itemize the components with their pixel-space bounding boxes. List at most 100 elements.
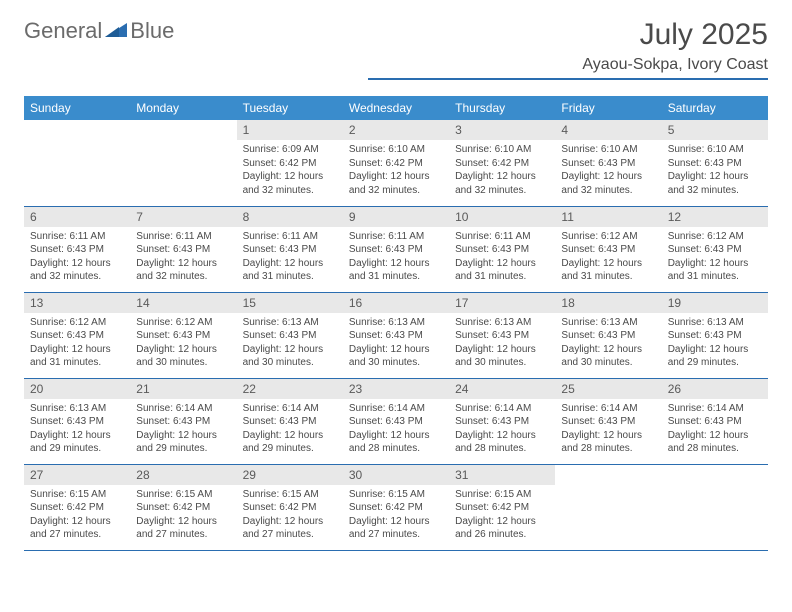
calendar-day: 21Sunrise: 6:14 AMSunset: 6:43 PMDayligh…	[130, 378, 236, 464]
day-body: Sunrise: 6:13 AMSunset: 6:43 PMDaylight:…	[24, 399, 130, 462]
calendar-day: 4Sunrise: 6:10 AMSunset: 6:43 PMDaylight…	[555, 120, 661, 206]
day-number: 19	[662, 293, 768, 313]
day-ss: Sunset: 6:43 PM	[668, 329, 762, 343]
day-header: Wednesday	[343, 96, 449, 120]
day-sr: Sunrise: 6:11 AM	[30, 230, 124, 244]
day-dl: Daylight: 12 hours and 27 minutes.	[30, 515, 124, 542]
day-body: Sunrise: 6:11 AMSunset: 6:43 PMDaylight:…	[130, 227, 236, 290]
calendar-day	[24, 120, 130, 206]
day-ss: Sunset: 6:42 PM	[30, 501, 124, 515]
day-number: 13	[24, 293, 130, 313]
day-body: Sunrise: 6:13 AMSunset: 6:43 PMDaylight:…	[662, 313, 768, 376]
day-header: Tuesday	[237, 96, 343, 120]
day-ss: Sunset: 6:43 PM	[349, 329, 443, 343]
day-dl: Daylight: 12 hours and 28 minutes.	[561, 429, 655, 456]
calendar-day	[662, 464, 768, 550]
calendar-day: 24 Sunrise: 6:14 AMSunset: 6:43 PMDayligh…	[449, 378, 555, 464]
calendar-week: 1Sunrise: 6:09 AMSunset: 6:42 PMDaylight…	[24, 120, 768, 206]
day-sr: Sunrise: 6:14 AM	[455, 402, 549, 416]
day-sr: Sunrise: 6:10 AM	[561, 143, 655, 157]
calendar-day: 9Sunrise: 6:11 AMSunset: 6:43 PMDaylight…	[343, 206, 449, 292]
day-dl: Daylight: 12 hours and 32 minutes.	[455, 170, 549, 197]
calendar-day: 8Sunrise: 6:11 AMSunset: 6:43 PMDaylight…	[237, 206, 343, 292]
day-body: Sunrise: 6:11 AMSunset: 6:43 PMDaylight:…	[237, 227, 343, 290]
location-label: Ayaou-Sokpa, Ivory Coast	[368, 56, 768, 80]
day-dl: Daylight: 12 hours and 29 minutes.	[136, 429, 230, 456]
day-dl: Daylight: 12 hours and 31 minutes.	[349, 257, 443, 284]
day-number: 9	[343, 207, 449, 227]
day-ss: Sunset: 6:43 PM	[455, 329, 549, 343]
day-ss: Sunset: 6:43 PM	[668, 157, 762, 171]
day-sr: Sunrise: 6:11 AM	[455, 230, 549, 244]
day-body: Sunrise: 6:14 AMSunset: 6:43 PMDaylight:…	[237, 399, 343, 462]
day-dl: Daylight: 12 hours and 31 minutes.	[668, 257, 762, 284]
day-body: Sunrise: 6:09 AMSunset: 6:42 PMDaylight:…	[237, 140, 343, 203]
day-number: 17	[449, 293, 555, 313]
day-body: Sunrise: 6:12 AMSunset: 6:43 PMDaylight:…	[662, 227, 768, 290]
day-number: 10	[449, 207, 555, 227]
day-body: Sunrise: 6:13 AMSunset: 6:43 PMDaylight:…	[237, 313, 343, 376]
day-number: 8	[237, 207, 343, 227]
day-sr: Sunrise: 6:10 AM	[455, 143, 549, 157]
brand-word2: Blue	[130, 18, 174, 44]
day-dl: Daylight: 12 hours and 32 minutes.	[668, 170, 762, 197]
day-sr: Sunrise: 6:15 AM	[136, 488, 230, 502]
day-dl: Daylight: 12 hours and 28 minutes.	[349, 429, 443, 456]
day-dl: Daylight: 12 hours and 29 minutes.	[668, 343, 762, 370]
calendar-day: 23Sunrise: 6:14 AMSunset: 6:43 PMDayligh…	[343, 378, 449, 464]
day-sr: Sunrise: 6:14 AM	[349, 402, 443, 416]
day-sr: Sunrise: 6:13 AM	[30, 402, 124, 416]
day-dl: Daylight: 12 hours and 32 minutes.	[243, 170, 337, 197]
day-body: Sunrise: 6:13 AMSunset: 6:43 PMDaylight:…	[449, 313, 555, 376]
day-ss: Sunset: 6:43 PM	[30, 329, 124, 343]
day-sr: Sunrise: 6:14 AM	[668, 402, 762, 416]
calendar-day: 27Sunrise: 6:15 AMSunset: 6:42 PMDayligh…	[24, 464, 130, 550]
day-body: Sunrise: 6:11 AMSunset: 6:43 PMDaylight:…	[24, 227, 130, 290]
day-sr: Sunrise: 6:15 AM	[455, 488, 549, 502]
day-sr: Sunrise: 6:12 AM	[561, 230, 655, 244]
day-body: Sunrise: 6:15 AMSunset: 6:42 PMDaylight:…	[449, 485, 555, 548]
day-dl: Daylight: 12 hours and 30 minutes.	[136, 343, 230, 370]
day-header-row: SundayMondayTuesdayWednesdayThursdayFrid…	[24, 96, 768, 120]
day-number: 30	[343, 465, 449, 485]
day-number: 26	[662, 379, 768, 399]
calendar-day: 29Sunrise: 6:15 AMSunset: 6:42 PMDayligh…	[237, 464, 343, 550]
brand-logo: General Blue	[24, 18, 174, 44]
day-sr: Sunrise: 6:11 AM	[136, 230, 230, 244]
day-dl: Daylight: 12 hours and 31 minutes.	[561, 257, 655, 284]
day-dl: Daylight: 12 hours and 28 minutes.	[455, 429, 549, 456]
day-number: 11	[555, 207, 661, 227]
day-number: 2	[343, 120, 449, 140]
day-ss: Sunset: 6:43 PM	[561, 157, 655, 171]
day-ss: Sunset: 6:43 PM	[561, 243, 655, 257]
day-sr: Sunrise: 6:14 AM	[243, 402, 337, 416]
day-dl: Daylight: 12 hours and 31 minutes.	[455, 257, 549, 284]
day-number: 22	[237, 379, 343, 399]
calendar-day: 16Sunrise: 6:13 AMSunset: 6:43 PMDayligh…	[343, 292, 449, 378]
day-ss: Sunset: 6:43 PM	[349, 415, 443, 429]
day-dl: Daylight: 12 hours and 30 minutes.	[561, 343, 655, 370]
calendar-day: 18Sunrise: 6:13 AMSunset: 6:43 PMDayligh…	[555, 292, 661, 378]
calendar-day: 7Sunrise: 6:11 AMSunset: 6:43 PMDaylight…	[130, 206, 236, 292]
day-ss: Sunset: 6:43 PM	[136, 329, 230, 343]
day-number: 24	[449, 379, 555, 399]
calendar-day: 10Sunrise: 6:11 AMSunset: 6:43 PMDayligh…	[449, 206, 555, 292]
day-sr: Sunrise: 6:10 AM	[349, 143, 443, 157]
day-body: Sunrise: 6:15 AMSunset: 6:42 PMDaylight:…	[24, 485, 130, 548]
day-body: Sunrise: 6:12 AMSunset: 6:43 PMDaylight:…	[555, 227, 661, 290]
calendar-day: 2Sunrise: 6:10 AMSunset: 6:42 PMDaylight…	[343, 120, 449, 206]
day-number: 4	[555, 120, 661, 140]
day-body: Sunrise: 6:10 AMSunset: 6:43 PMDaylight:…	[555, 140, 661, 203]
day-ss: Sunset: 6:43 PM	[243, 329, 337, 343]
day-number: 1	[237, 120, 343, 140]
day-ss: Sunset: 6:43 PM	[136, 243, 230, 257]
day-ss: Sunset: 6:43 PM	[455, 415, 549, 429]
calendar-day: 26Sunrise: 6:14 AMSunset: 6:43 PMDayligh…	[662, 378, 768, 464]
day-ss: Sunset: 6:43 PM	[668, 243, 762, 257]
day-ss: Sunset: 6:43 PM	[243, 415, 337, 429]
day-ss: Sunset: 6:42 PM	[243, 157, 337, 171]
day-sr: Sunrise: 6:13 AM	[243, 316, 337, 330]
calendar-day: 3Sunrise: 6:10 AMSunset: 6:42 PMDaylight…	[449, 120, 555, 206]
calendar-day: 11Sunrise: 6:12 AMSunset: 6:43 PMDayligh…	[555, 206, 661, 292]
day-body: Sunrise: 6:14 AMSunset: 6:43 PMDaylight:…	[662, 399, 768, 462]
